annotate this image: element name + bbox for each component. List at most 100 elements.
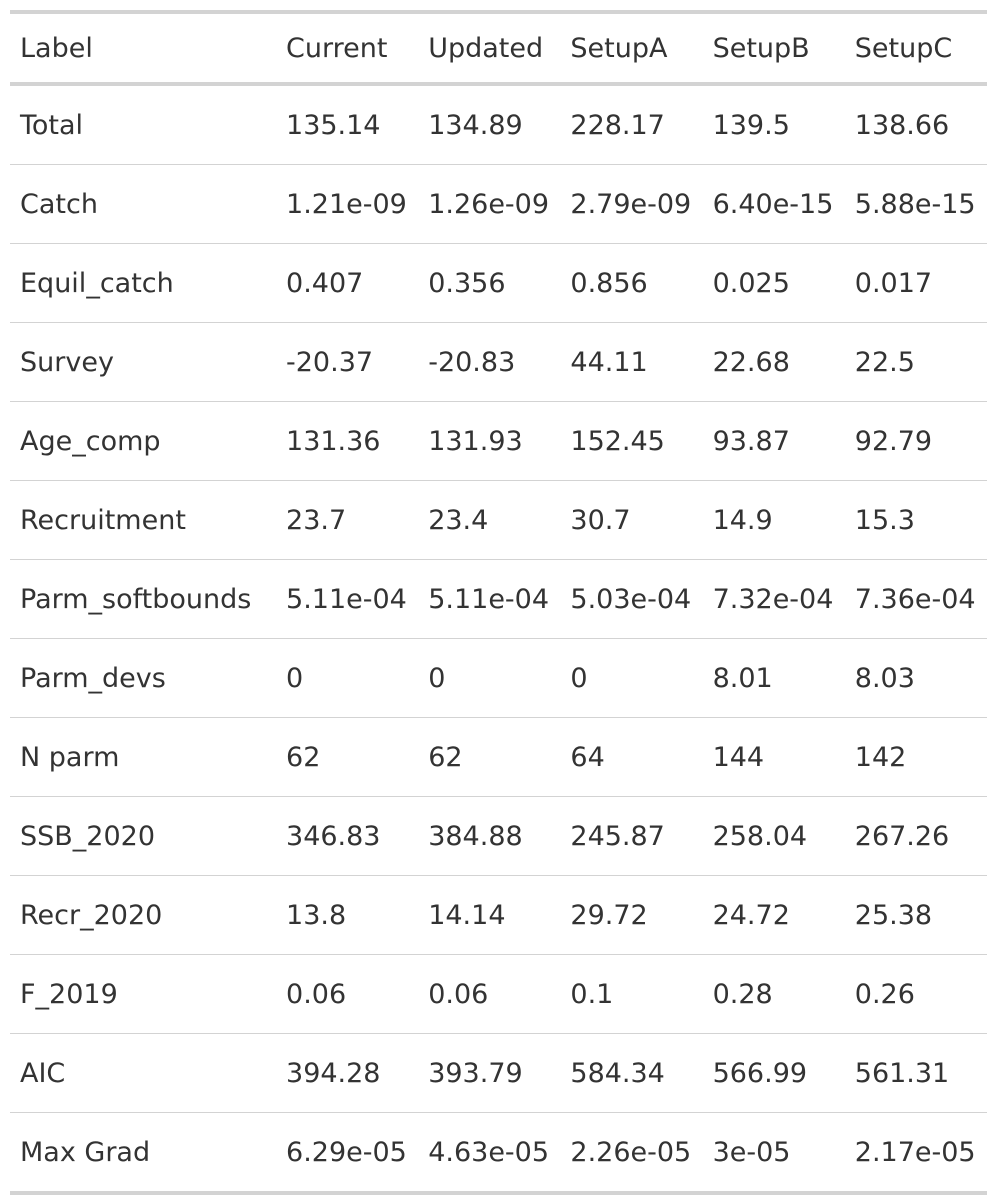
table-row: N parm 62 62 64 144 142 bbox=[10, 717, 987, 797]
table-row: Max Grad 6.29e-05 4.63e-05 2.26e-05 3e-05 2.1… bbox=[10, 1112, 987, 1193]
cell-label: Survey bbox=[10, 322, 277, 402]
cell-setupb: 0.28 bbox=[702, 954, 845, 1034]
cell-current: 23.7 bbox=[276, 480, 419, 560]
cell-setupb: 7.32e-04 bbox=[702, 559, 845, 639]
cell-updated: 0 bbox=[418, 638, 561, 718]
table-row: Parm_softbounds 5.11e-04 5.11e-04 5.03e-04 7… bbox=[10, 559, 987, 639]
cell-setupb: 566.99 bbox=[702, 1033, 845, 1113]
cell-updated: 131.93 bbox=[418, 401, 561, 481]
cell-setupb: 144 bbox=[702, 717, 845, 797]
cell-label: N parm bbox=[10, 717, 277, 797]
cell-updated: 1.26e-09 bbox=[418, 164, 561, 244]
cell-current: -20.37 bbox=[276, 322, 419, 402]
cell-updated: 0.06 bbox=[418, 954, 561, 1034]
cell-setupa: 29.72 bbox=[560, 875, 703, 955]
column-header-setupa: SetupA bbox=[560, 12, 703, 86]
cell-updated: 5.11e-04 bbox=[418, 559, 561, 639]
column-header-current: Current bbox=[276, 12, 419, 86]
cell-updated: 134.89 bbox=[428, 109, 523, 141]
cell-current: 135.14 bbox=[286, 109, 381, 141]
cell-setupc: 0.017 bbox=[844, 243, 987, 323]
cell-current: 6.29e-05 bbox=[276, 1112, 419, 1193]
cell-setupc: 25.38 bbox=[844, 875, 987, 955]
cell-setupc: 267.26 bbox=[844, 796, 987, 876]
cell-setupc: 561.31 bbox=[844, 1033, 987, 1113]
cell-setupa: 0.856 bbox=[560, 243, 703, 323]
cell-setupa: 584.34 bbox=[560, 1033, 703, 1113]
cell-label: AIC bbox=[10, 1033, 277, 1113]
table-row: Parm_devs 0 0 0 8.01 8.03 bbox=[10, 638, 987, 718]
cell-updated: 393.79 bbox=[418, 1033, 561, 1113]
cell-label: SSB_2020 bbox=[10, 796, 277, 876]
cell-current: 131.36 bbox=[276, 401, 419, 481]
cell-setupc: 142 bbox=[844, 717, 987, 797]
table-row: Total 135.14 134.89 228.17 139.5 138.66 bbox=[10, 84, 987, 165]
table-row: F_2019 0.06 0.06 0.1 0.28 0.26 bbox=[10, 954, 987, 1034]
cell-setupb: 6.40e-15 bbox=[702, 164, 845, 244]
cell-label: F_2019 bbox=[10, 954, 277, 1034]
cell-setupc: 8.03 bbox=[844, 638, 987, 718]
cell-current: 0.06 bbox=[276, 954, 419, 1034]
table-row: Recr_2020 13.8 14.14 29.72 24.72 25.38 bbox=[10, 875, 987, 955]
cell-setupa: 0 bbox=[560, 638, 703, 718]
cell-label: Catch bbox=[10, 164, 277, 244]
cell-current: 0.407 bbox=[276, 243, 419, 323]
table-row: Survey -20.37 -20.83 44.11 22.68 22.5 bbox=[10, 322, 987, 402]
cell-setupa: 228.17 bbox=[570, 109, 665, 141]
cell-label: Age_comp bbox=[10, 401, 277, 481]
table-row: Catch 1.21e-09 1.26e-09 2.79e-09 6.40e-15 5.8… bbox=[10, 164, 987, 244]
cell-current: 5.11e-04 bbox=[276, 559, 419, 639]
cell-current: 0 bbox=[276, 638, 419, 718]
cell-updated: 23.4 bbox=[418, 480, 561, 560]
cell-setupc: 22.5 bbox=[844, 322, 987, 402]
table-row: SSB_2020 346.83 384.88 245.87 258.04 267.26 bbox=[10, 796, 987, 876]
column-header-setupb: SetupB bbox=[702, 12, 845, 86]
cell-setupa: 30.7 bbox=[560, 480, 703, 560]
cell-label: Total bbox=[20, 109, 84, 141]
cell-setupa: 0.1 bbox=[560, 954, 703, 1034]
cell-setupc: 15.3 bbox=[844, 480, 987, 560]
cell-setupb: 22.68 bbox=[702, 322, 845, 402]
cell-updated: 62 bbox=[418, 717, 561, 797]
cell-current: 62 bbox=[276, 717, 419, 797]
cell-label: Parm_devs bbox=[10, 638, 277, 718]
cell-current: 13.8 bbox=[276, 875, 419, 955]
cell-setupc: 138.66 bbox=[854, 109, 950, 141]
cell-setupa: 44.11 bbox=[560, 322, 703, 402]
cell-setupb: 139.5 bbox=[712, 109, 790, 141]
cell-setupc: 92.79 bbox=[844, 401, 987, 481]
cell-updated: 4.63e-05 bbox=[418, 1112, 561, 1193]
cell-setupc: 7.36e-04 bbox=[844, 559, 987, 639]
cell-setupc: 0.26 bbox=[844, 954, 987, 1034]
header-row: Label Current Updated SetupA SetupB Setu… bbox=[10, 12, 987, 86]
cell-setupa: 2.26e-05 bbox=[560, 1112, 703, 1193]
cell-label: Recruitment bbox=[10, 480, 277, 560]
cell-updated: 14.14 bbox=[418, 875, 561, 955]
cell-setupc: 5.88e-15 bbox=[844, 164, 987, 244]
cell-setupa: 5.03e-04 bbox=[560, 559, 703, 639]
cell-setupb: 8.01 bbox=[702, 638, 845, 718]
table-row: Equil_catch 0.407 0.356 0.856 0.025 0.017 bbox=[10, 243, 987, 323]
cell-setupa: 2.79e-09 bbox=[560, 164, 703, 244]
cell-setupb: 14.9 bbox=[702, 480, 845, 560]
cell-label: Recr_2020 bbox=[10, 875, 277, 955]
cell-setupb: 93.87 bbox=[702, 401, 845, 481]
cell-setupb: 3e-05 bbox=[702, 1112, 845, 1193]
table-row: Age_comp 131.36 131.93 152.45 93.87 92.79 bbox=[10, 401, 987, 481]
cell-setupc: 2.17e-05 bbox=[844, 1112, 987, 1193]
cell-updated: 384.88 bbox=[418, 796, 561, 876]
cell-setupa: 245.87 bbox=[560, 796, 703, 876]
comparison-table-container: Label Current Updated SetupA SetupB Setu… bbox=[10, 10, 987, 1195]
cell-setupb: 24.72 bbox=[702, 875, 845, 955]
column-header-setupc: SetupC bbox=[844, 12, 987, 86]
column-header-label: Label bbox=[10, 12, 277, 86]
cell-current: 1.21e-09 bbox=[276, 164, 419, 244]
cell-current: 346.83 bbox=[276, 796, 419, 876]
table-row: Recruitment 23.7 23.4 30.7 14.9 15.3 bbox=[10, 480, 987, 560]
table-row: AIC 394.28 393.79 584.34 566.99 561.31 bbox=[10, 1033, 987, 1113]
cell-setupb: 0.025 bbox=[702, 243, 845, 323]
cell-current: 394.28 bbox=[276, 1033, 419, 1113]
cell-setupa: 152.45 bbox=[560, 401, 703, 481]
cell-updated: -20.83 bbox=[418, 322, 561, 402]
cell-label: Parm_softbounds bbox=[10, 559, 277, 639]
